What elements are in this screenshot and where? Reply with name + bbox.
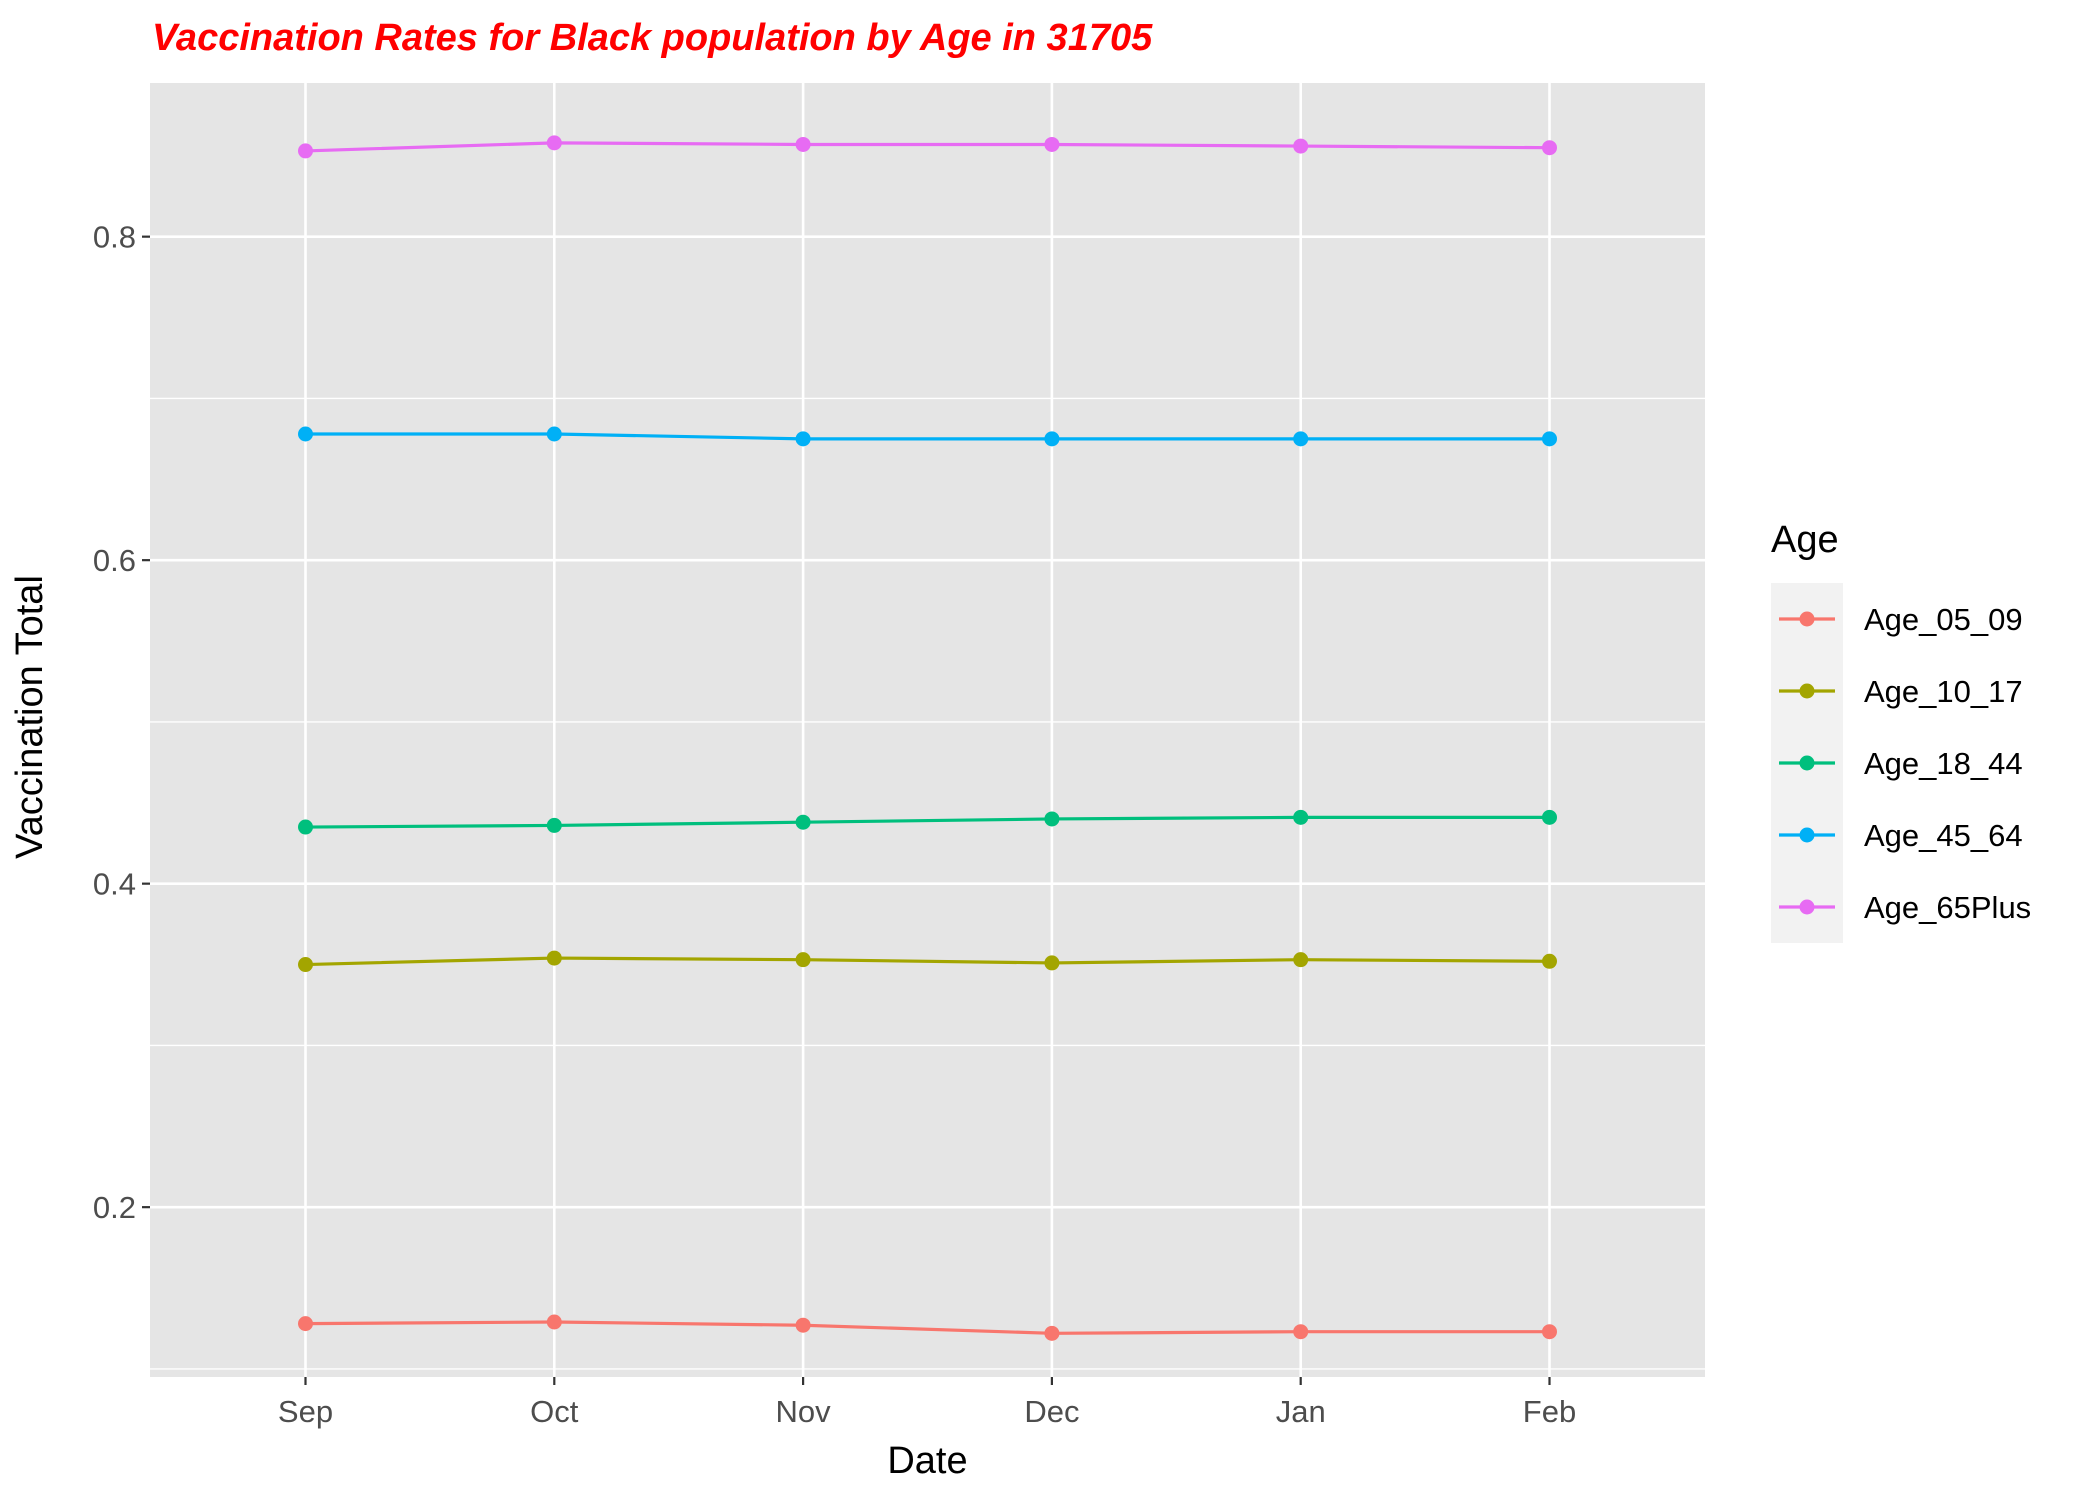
data-point <box>1044 811 1060 827</box>
legend-items: Age_05_09 Age_10_17 Age_18_44 Age_45_64 Age_… <box>1779 602 2031 925</box>
legend: Age Age_05_09 Age_10_17 Age_18_44 Age_45_64… <box>1771 519 2031 943</box>
series-line <box>305 1320 1550 1335</box>
data-point <box>546 950 562 966</box>
legend-label: Age_18_44 <box>1864 746 2023 781</box>
x-tick-label: Sep <box>278 1394 333 1429</box>
data-point <box>1293 1324 1309 1340</box>
x-tick-label: Nov <box>776 1394 832 1429</box>
series-age-18-44 <box>298 809 1557 835</box>
x-axis-title: Date <box>887 1440 967 1482</box>
data-point <box>1293 809 1309 825</box>
data-point <box>1542 140 1557 156</box>
series-line <box>305 432 1550 441</box>
series-layer <box>298 135 1557 1341</box>
legend-item: Age_10_17 <box>1779 674 2023 709</box>
data-point <box>1044 136 1060 152</box>
legend-point <box>1799 755 1815 771</box>
x-tick-label: Oct <box>530 1394 579 1429</box>
data-point <box>795 814 811 830</box>
data-point <box>546 817 562 833</box>
legend-label: Age_10_17 <box>1864 674 2023 709</box>
x-tick-label: Feb <box>1523 1394 1576 1429</box>
legend-label: Age_05_09 <box>1864 602 2023 637</box>
series-line <box>305 815 1550 829</box>
legend-label: Age_65Plus <box>1864 890 2031 925</box>
series-age-65plus <box>298 135 1557 159</box>
y-tick-label: 0.6 <box>93 543 136 578</box>
legend-item: Age_65Plus <box>1779 890 2031 925</box>
data-point <box>298 426 313 442</box>
series-age-45-64 <box>298 426 1557 447</box>
data-point <box>298 1316 313 1332</box>
data-point <box>795 1317 811 1333</box>
data-point <box>1542 809 1557 825</box>
x-tick-label: Jan <box>1276 1394 1326 1429</box>
series-age-05-09 <box>298 1314 1557 1341</box>
data-point <box>1044 1325 1060 1341</box>
series-line <box>305 956 1550 967</box>
data-point <box>546 426 562 442</box>
legend-point <box>1799 899 1815 915</box>
data-point <box>795 136 811 152</box>
axes: 0.2 0.4 0.6 0.8 Sep Oct Nov Dec Jan Feb <box>93 220 1576 1429</box>
data-point <box>546 135 562 151</box>
legend-item: Age_18_44 <box>1779 746 2023 781</box>
data-point <box>1044 431 1060 447</box>
data-point <box>546 1314 562 1330</box>
data-point <box>795 952 811 968</box>
data-point <box>1293 431 1309 447</box>
y-tick-label: 0.8 <box>93 220 136 255</box>
y-axis-title: Vaccination Total <box>9 575 51 859</box>
data-point <box>1542 953 1557 969</box>
y-tick-label: 0.4 <box>93 867 136 902</box>
legend-point <box>1799 827 1815 843</box>
data-point <box>1044 955 1060 971</box>
data-point <box>1542 1324 1557 1340</box>
legend-item: Age_45_64 <box>1779 818 2023 853</box>
y-tick-label: 0.2 <box>93 1190 136 1225</box>
data-point <box>298 957 313 973</box>
grid-lines <box>150 83 1705 1377</box>
legend-title: Age <box>1771 519 1839 561</box>
data-point <box>1542 431 1557 447</box>
plot-panel <box>150 83 1705 1377</box>
chart-title: Vaccination Rates for Black population b… <box>152 17 1153 59</box>
legend-label: Age_45_64 <box>1864 818 2023 853</box>
x-tick-label: Dec <box>1024 1394 1079 1429</box>
series-age-10-17 <box>298 950 1557 973</box>
data-point <box>795 431 811 447</box>
data-point <box>1293 952 1309 968</box>
legend-point <box>1799 611 1815 627</box>
data-point <box>1293 138 1309 154</box>
data-point <box>298 819 313 835</box>
legend-point <box>1799 683 1815 699</box>
series-line <box>305 141 1550 153</box>
legend-item: Age_05_09 <box>1779 602 2023 637</box>
data-point <box>298 143 313 159</box>
